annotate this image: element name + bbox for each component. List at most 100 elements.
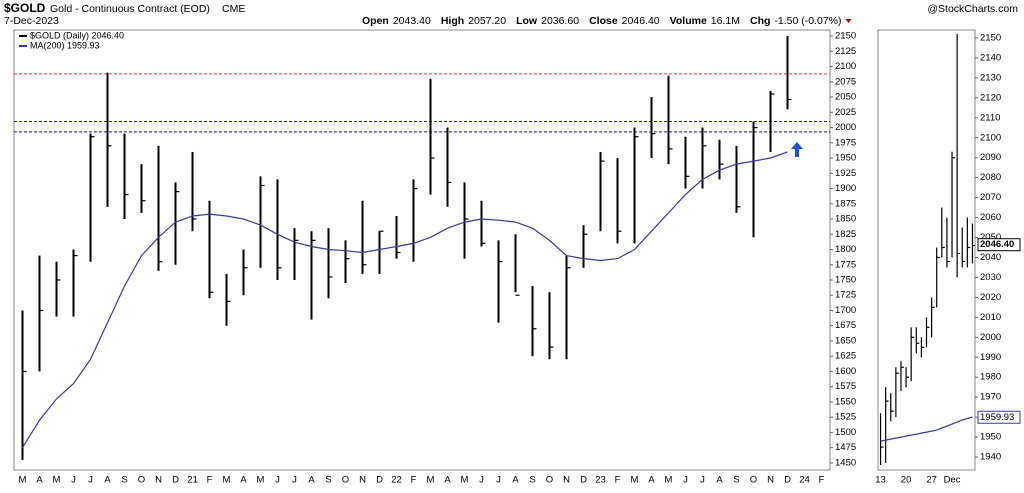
y-tick-label: 1970 bbox=[980, 392, 1001, 403]
x-tick-label: N bbox=[155, 475, 162, 486]
y-tick-label: 2060 bbox=[980, 212, 1001, 223]
y-tick-label: 2120 bbox=[980, 92, 1001, 103]
x-tick-label: 23 bbox=[595, 475, 606, 486]
y-tick-label: 2130 bbox=[980, 72, 1001, 83]
quote-value: 2036.60 bbox=[541, 15, 579, 27]
y-tick-label: 1980 bbox=[980, 372, 1001, 383]
x-tick-label: D bbox=[580, 475, 587, 486]
x-tick-label: 20 bbox=[901, 475, 912, 486]
x-tick-label: J bbox=[88, 475, 93, 486]
quote-value: 2043.40 bbox=[393, 15, 431, 27]
down-marker bbox=[845, 19, 852, 23]
y-tick-label: 1550 bbox=[835, 396, 856, 407]
x-tick-label: O bbox=[138, 475, 145, 486]
x-tick-label: Dec bbox=[944, 475, 961, 486]
y-tick-label: 1575 bbox=[835, 381, 856, 392]
y-tick-label: 1990 bbox=[980, 352, 1001, 363]
date: 7-Dec-2023 bbox=[4, 15, 59, 27]
x-tick-label: J bbox=[700, 475, 705, 486]
y-tick-label: 1900 bbox=[835, 183, 856, 194]
y-tick-label: 1825 bbox=[835, 229, 856, 240]
x-tick-label: M bbox=[461, 475, 469, 486]
x-tick-label: O bbox=[342, 475, 349, 486]
x-tick-label: J bbox=[683, 475, 688, 486]
last-value-label: 2046.40 bbox=[980, 239, 1014, 250]
y-tick-label: 2000 bbox=[980, 332, 1001, 343]
x-tick-label: A bbox=[512, 475, 519, 486]
x-tick-label: A bbox=[36, 475, 43, 486]
quote-label: Low bbox=[516, 15, 538, 27]
y-tick-label: 2150 bbox=[835, 31, 856, 42]
name: Gold - Continuous Contract (EOD) bbox=[50, 3, 210, 15]
x-tick-label: A bbox=[444, 475, 451, 486]
y-tick-label: 1975 bbox=[835, 137, 856, 148]
x-tick-label: M bbox=[665, 475, 673, 486]
y-tick-label: 2090 bbox=[980, 152, 1001, 163]
x-tick-label: J bbox=[292, 475, 297, 486]
x-tick-label: 22 bbox=[391, 475, 402, 486]
y-tick-label: 2125 bbox=[835, 46, 856, 57]
x-tick-label: O bbox=[546, 475, 553, 486]
exchange: CME bbox=[222, 3, 245, 15]
x-tick-label: M bbox=[19, 475, 27, 486]
quote-label: High bbox=[441, 15, 464, 27]
x-tick-label: S bbox=[733, 475, 739, 486]
x-tick-label: S bbox=[121, 475, 127, 486]
x-tick-label: M bbox=[257, 475, 265, 486]
y-tick-label: 2100 bbox=[980, 132, 1001, 143]
quote-label: Volume bbox=[670, 15, 707, 27]
quote-value: 16.1M bbox=[711, 15, 740, 27]
x-tick-label: 21 bbox=[187, 475, 198, 486]
y-tick-label: 1950 bbox=[980, 432, 1001, 443]
y-tick-label: 2110 bbox=[980, 112, 1000, 123]
x-tick-label: 13 bbox=[875, 475, 886, 486]
x-tick-label: A bbox=[308, 475, 315, 486]
x-tick-label: N bbox=[563, 475, 570, 486]
x-tick-label: S bbox=[325, 475, 331, 486]
y-tick-label: 2150 bbox=[980, 32, 1001, 43]
x-tick-label: N bbox=[359, 475, 366, 486]
x-tick-label: M bbox=[427, 475, 435, 486]
y-tick-label: 1500 bbox=[835, 427, 856, 438]
y-tick-label: 1940 bbox=[980, 452, 1001, 463]
quote-label: Close bbox=[589, 15, 618, 27]
x-tick-label: M bbox=[631, 475, 639, 486]
x-tick-label: D bbox=[784, 475, 791, 486]
x-tick-label: J bbox=[71, 475, 76, 486]
y-tick-label: 1950 bbox=[835, 153, 856, 164]
x-tick-label: F bbox=[615, 475, 621, 486]
x-tick-label: F bbox=[411, 475, 417, 486]
x-tick-label: 24 bbox=[799, 475, 810, 486]
y-tick-label: 2080 bbox=[980, 172, 1001, 183]
x-tick-label: A bbox=[104, 475, 111, 486]
y-tick-label: 2025 bbox=[835, 107, 856, 118]
y-tick-label: 2140 bbox=[980, 52, 1001, 63]
y-tick-label: 1650 bbox=[835, 335, 856, 346]
last-value-box bbox=[977, 410, 1021, 424]
x-tick-label: J bbox=[479, 475, 484, 486]
x-tick-label: A bbox=[240, 475, 247, 486]
quote-value: -1.50 (-0.07%) bbox=[774, 15, 841, 27]
x-tick-label: 27 bbox=[926, 475, 937, 486]
y-tick-label: 1775 bbox=[835, 259, 856, 270]
y-tick-label: 1625 bbox=[835, 351, 856, 362]
y-tick-label: 1600 bbox=[835, 366, 856, 377]
x-tick-label: A bbox=[716, 475, 723, 486]
quote-label: Open bbox=[362, 15, 389, 27]
moving-average bbox=[880, 416, 973, 442]
x-tick-label: M bbox=[53, 475, 61, 486]
y-tick-label: 2030 bbox=[980, 272, 1001, 283]
y-tick-label: 2010 bbox=[980, 312, 1001, 323]
last-value-label: 1959.93 bbox=[980, 412, 1014, 423]
legend-label: MA(200) 1959.93 bbox=[30, 40, 100, 50]
y-tick-label: 2050 bbox=[980, 232, 1001, 243]
y-tick-label: 1475 bbox=[835, 442, 856, 453]
arrow bbox=[791, 142, 803, 157]
y-tick-label: 1750 bbox=[835, 275, 856, 286]
x-tick-label: J bbox=[496, 475, 501, 486]
x-tick-label: F bbox=[819, 475, 825, 486]
y-tick-label: 1925 bbox=[835, 168, 856, 179]
x-tick-label: F bbox=[207, 475, 213, 486]
x-tick-label: O bbox=[750, 475, 757, 486]
